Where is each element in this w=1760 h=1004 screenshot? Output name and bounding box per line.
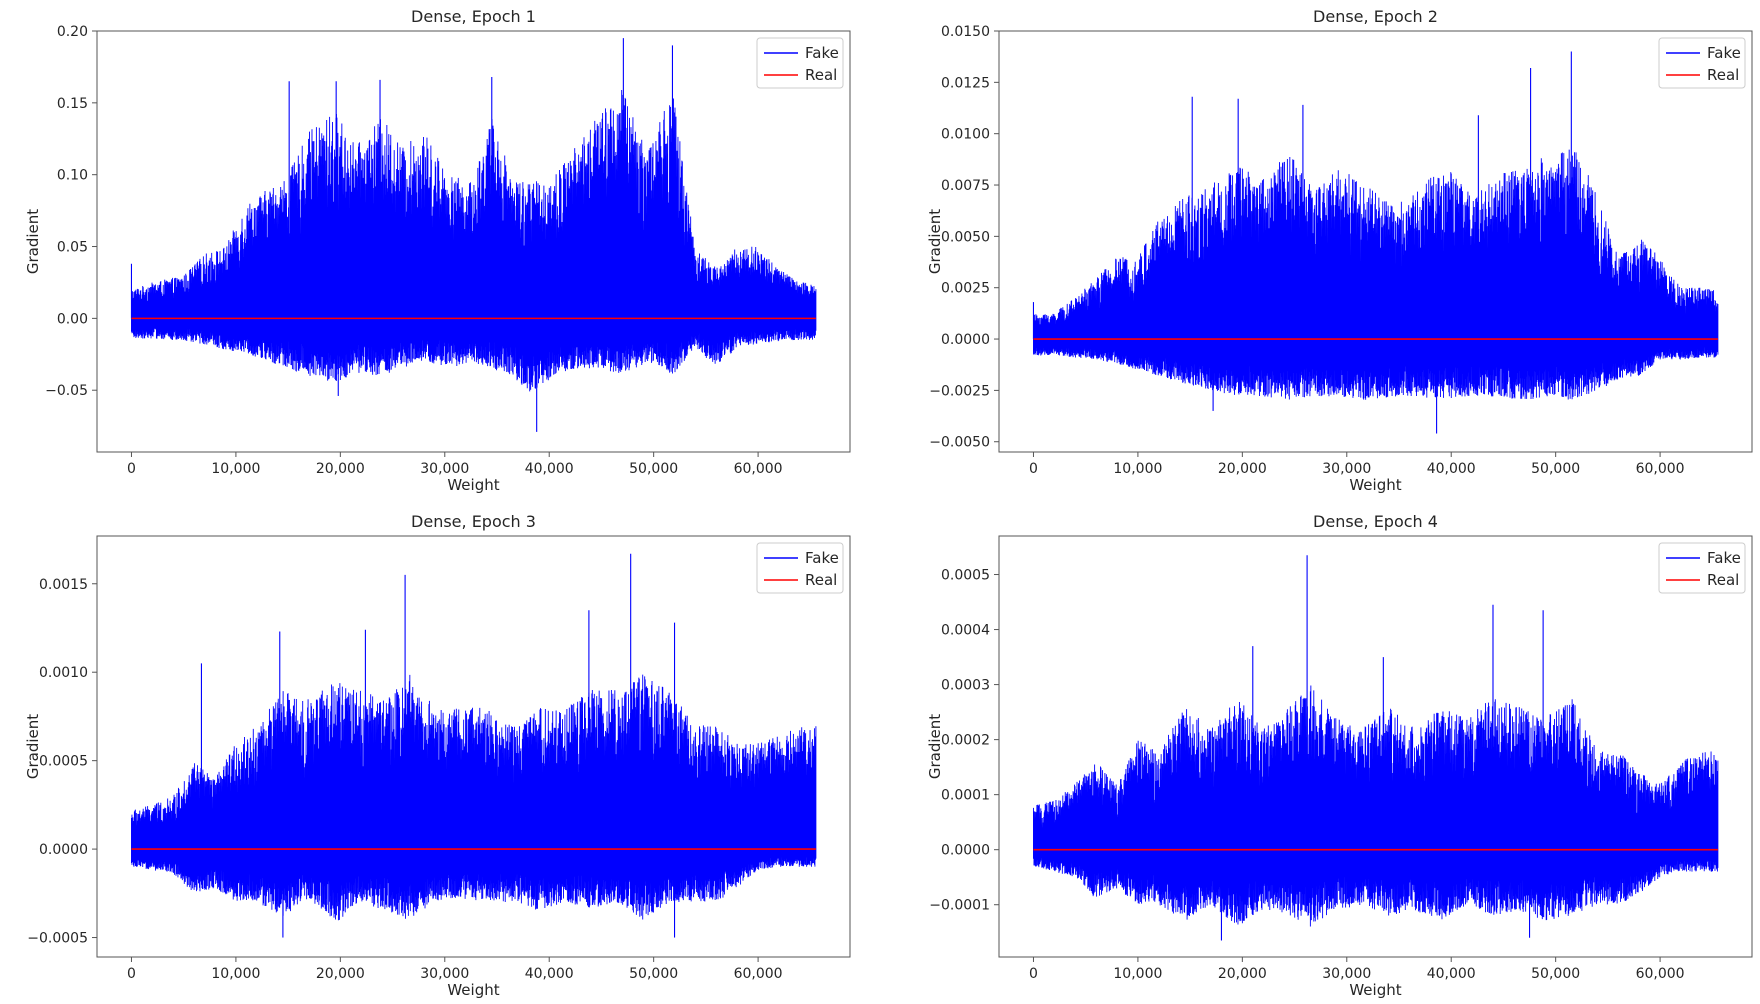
- y-tick-label: −0.05: [45, 383, 88, 399]
- y-tick-label: 0.0100: [941, 127, 990, 143]
- x-tick-label: 30,000: [1322, 966, 1371, 982]
- x-axis-label: Weight: [1349, 476, 1401, 494]
- x-tick-label: 40,000: [525, 966, 574, 982]
- y-axis-label: Gradient: [24, 714, 42, 779]
- y-tick-label: 0.0005: [941, 568, 990, 584]
- axes-frame: [96, 535, 851, 958]
- legend-label-real: Real: [1707, 66, 1739, 84]
- y-tick-label: −0.0025: [929, 383, 990, 399]
- y-tick-label: −0.0050: [929, 435, 990, 451]
- y-tick-label: 0.0150: [941, 24, 990, 40]
- fake-series-line: [131, 674, 817, 921]
- y-tick-label: 0.0050: [941, 229, 990, 245]
- y-tick-label: 0.05: [57, 240, 88, 256]
- legend-label-real: Real: [1707, 571, 1739, 589]
- x-tick-label: 0: [127, 966, 136, 982]
- x-tick-label: 50,000: [1531, 966, 1580, 982]
- y-tick-label: 0.0025: [941, 281, 990, 297]
- x-tick-label: 20,000: [1218, 966, 1267, 982]
- legend-label-real: Real: [805, 66, 837, 84]
- y-tick-label: −0.0005: [27, 931, 88, 947]
- y-tick-label: 0.15: [57, 96, 88, 112]
- y-axis-label: Gradient: [926, 209, 944, 274]
- x-tick-label: 60,000: [1636, 966, 1685, 982]
- y-tick-label: 0.0000: [941, 332, 990, 348]
- y-tick-label: 0.0000: [941, 843, 990, 859]
- y-tick-label: 0.0015: [39, 577, 88, 593]
- chart-panel-2: 0 10,000 20,000 30,000 40,000 50,000 60,000 −0.…: [926, 7, 1753, 494]
- x-tick-label: 50,000: [1531, 461, 1580, 477]
- legend: Fake Real: [1658, 542, 1746, 594]
- x-tick-label: 30,000: [1322, 461, 1371, 477]
- axes-frame: [998, 535, 1753, 958]
- y-axis-label: Gradient: [926, 714, 944, 779]
- y-tick-label: 0.10: [57, 168, 88, 184]
- chart-panel-3: 0 10,000 20,000 30,000 40,000 50,000 60,000 −0.…: [24, 512, 851, 999]
- y-tick-label: 0.0004: [941, 623, 990, 639]
- y-tick-label: 0.0002: [941, 733, 990, 749]
- fake-series-line: [1033, 685, 1719, 927]
- x-tick-label: 60,000: [734, 461, 783, 477]
- y-tick-label: 0.20: [57, 24, 88, 40]
- x-axis-label: Weight: [447, 981, 499, 999]
- x-axis-label: Weight: [1349, 981, 1401, 999]
- x-tick-label: 10,000: [211, 461, 260, 477]
- x-tick-label: 60,000: [1636, 461, 1685, 477]
- legend-label-fake: Fake: [805, 44, 839, 62]
- chart-panel-4: 0 10,000 20,000 30,000 40,000 50,000 60,000 −0.…: [926, 512, 1753, 999]
- axes-frame: [998, 30, 1753, 453]
- x-tick-label: 50,000: [629, 461, 678, 477]
- legend-label-fake: Fake: [805, 549, 839, 567]
- legend: Fake Real: [756, 542, 844, 594]
- fake-series-line: [1033, 149, 1719, 400]
- y-tick-label: 0.0005: [39, 754, 88, 770]
- y-tick-label: −0.0001: [929, 898, 990, 914]
- axes-frame: [96, 30, 851, 453]
- chart-title: Dense, Epoch 2: [1313, 7, 1438, 26]
- x-tick-label: 0: [127, 461, 136, 477]
- x-tick-label: 10,000: [211, 966, 260, 982]
- x-tick-label: 30,000: [420, 461, 469, 477]
- x-tick-label: 20,000: [316, 966, 365, 982]
- legend-label-fake: Fake: [1707, 44, 1741, 62]
- y-tick-label: 0.0000: [39, 842, 88, 858]
- x-tick-label: 40,000: [1427, 966, 1476, 982]
- chart-title: Dense, Epoch 1: [411, 7, 536, 26]
- chart-panel-1: 0 10,000 20,000 30,000 40,000 50,000 60,000 −0.…: [24, 7, 851, 494]
- x-tick-label: 0: [1029, 461, 1038, 477]
- y-tick-label: 0.00: [57, 311, 88, 327]
- legend: Fake Real: [756, 37, 844, 89]
- fake-series-line: [131, 90, 817, 392]
- x-tick-label: 10,000: [1113, 461, 1162, 477]
- x-tick-label: 60,000: [734, 966, 783, 982]
- x-tick-label: 20,000: [316, 461, 365, 477]
- y-tick-label: 0.0003: [941, 678, 990, 694]
- chart-title: Dense, Epoch 3: [411, 512, 536, 531]
- y-axis-label: Gradient: [24, 209, 42, 274]
- chart-title: Dense, Epoch 4: [1313, 512, 1438, 531]
- legend-label-fake: Fake: [1707, 549, 1741, 567]
- x-tick-label: 20,000: [1218, 461, 1267, 477]
- x-tick-label: 0: [1029, 966, 1038, 982]
- legend-label-real: Real: [805, 571, 837, 589]
- y-tick-label: 0.0125: [941, 75, 990, 91]
- y-tick-label: 0.0010: [39, 665, 88, 681]
- x-tick-label: 10,000: [1113, 966, 1162, 982]
- x-tick-label: 40,000: [525, 461, 574, 477]
- x-tick-label: 40,000: [1427, 461, 1476, 477]
- y-tick-label: 0.0001: [941, 788, 990, 804]
- x-tick-label: 30,000: [420, 966, 469, 982]
- y-tick-label: 0.0075: [941, 178, 990, 194]
- legend: Fake Real: [1658, 37, 1746, 89]
- x-axis-label: Weight: [447, 476, 499, 494]
- x-tick-label: 50,000: [629, 966, 678, 982]
